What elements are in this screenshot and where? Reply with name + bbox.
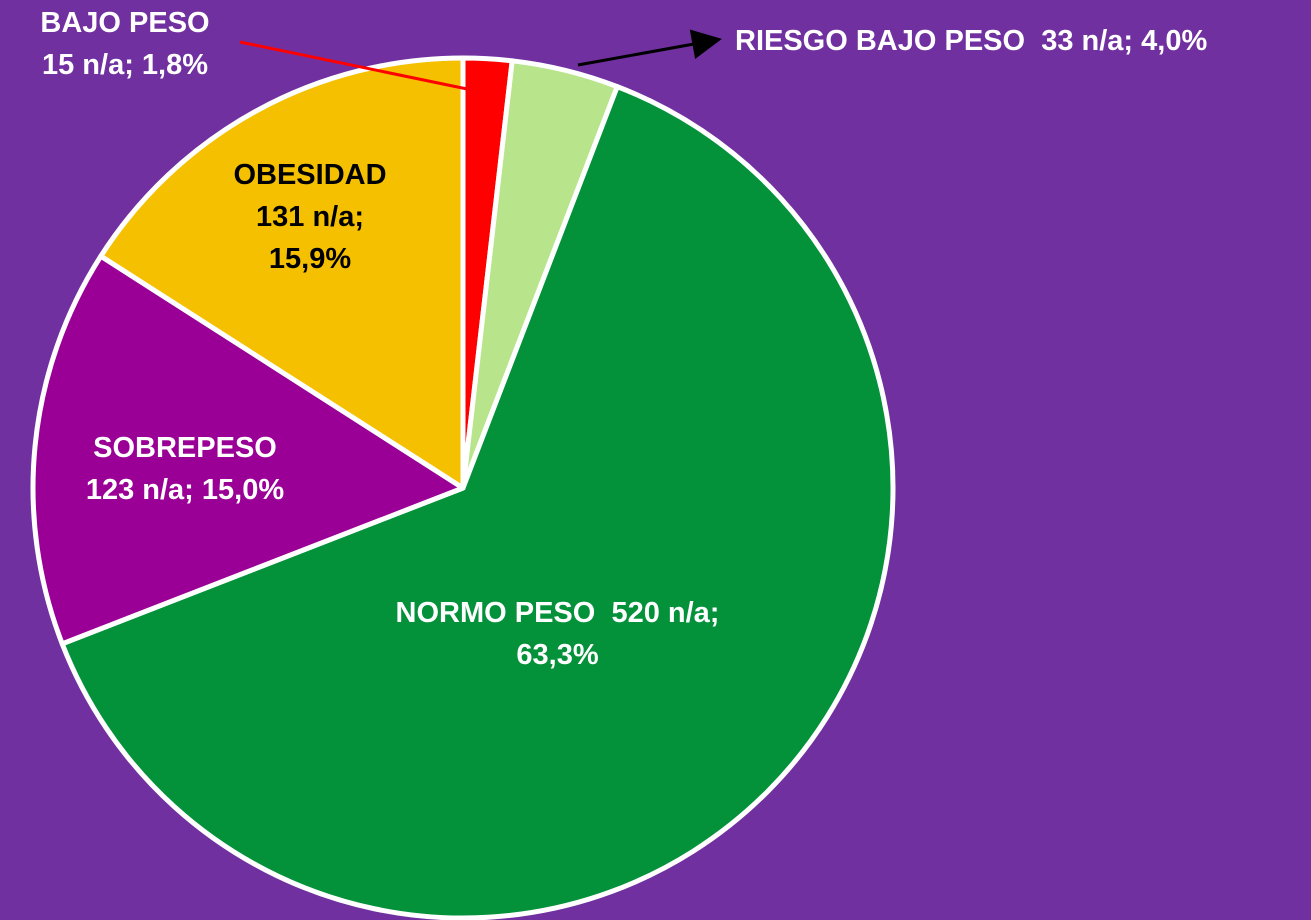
slice-label: OBESIDAD 131 n/a; 15,9% <box>220 154 400 280</box>
pie-slice <box>59 84 896 920</box>
category-label: NORMO PESO <box>395 597 596 629</box>
value-label: 131 n/a; 15,9% <box>256 201 364 275</box>
value-label: 33 n/a; 4,0% <box>1041 25 1208 57</box>
value-label: 15 n/a; 1,8% <box>41 49 209 81</box>
value-label: 520 n/a; 63,3% <box>516 597 720 671</box>
slice-label: NORMO PESO 520 n/a; 63,3% <box>385 592 730 676</box>
category-label: OBESIDAD <box>233 159 387 191</box>
leader-line <box>239 40 473 92</box>
slice-label: BAJO PESO 15 n/a; 1,8% <box>5 2 245 86</box>
category-label: RIESGO BAJO PESO <box>735 25 1026 57</box>
pie-slice <box>30 253 466 647</box>
value-label: 123 n/a; 15,0% <box>85 474 285 506</box>
slice-label: RIESGO BAJO PESO 33 n/a; 4,0% <box>735 20 1305 62</box>
category-label: SOBREPESO <box>93 432 277 464</box>
category-label: BAJO PESO <box>40 7 210 39</box>
slice-label: SOBREPESO 123 n/a; 15,0% <box>40 427 330 511</box>
leader-line <box>577 29 722 67</box>
pie-slice <box>98 55 466 491</box>
